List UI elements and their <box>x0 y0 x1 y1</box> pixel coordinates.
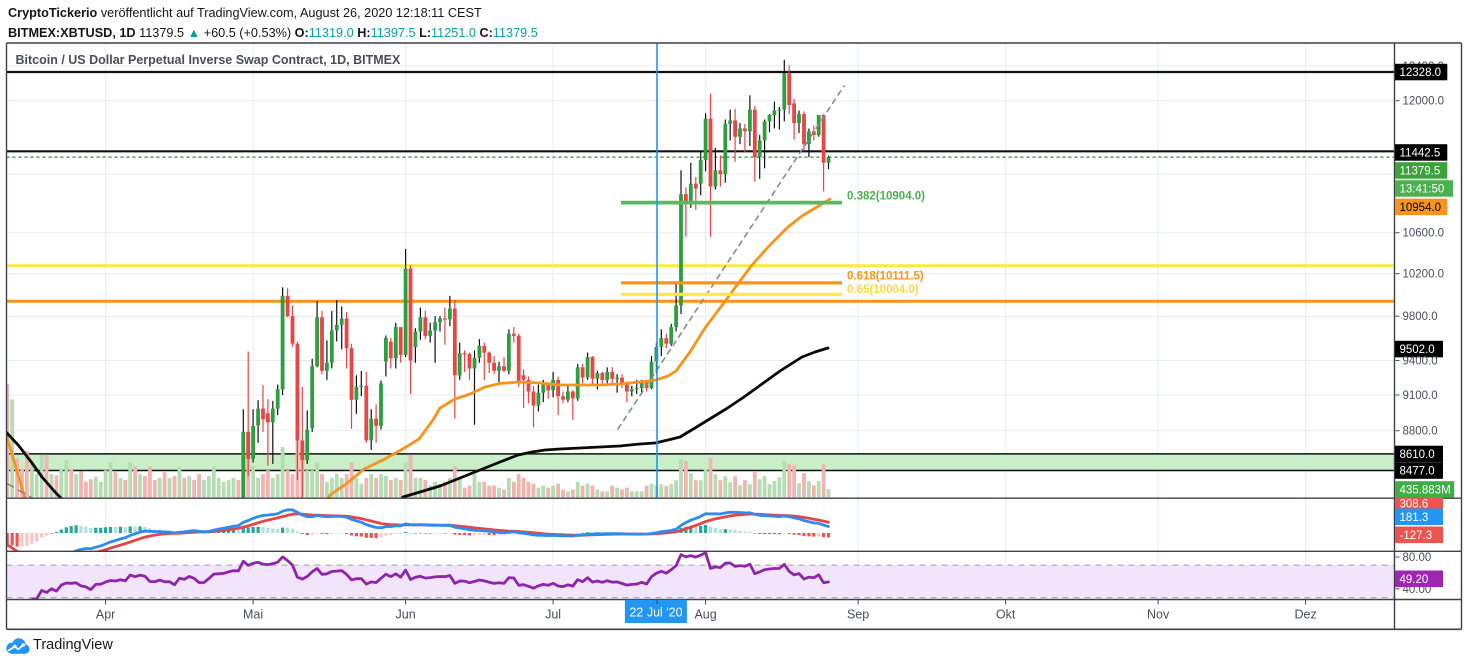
svg-text:0.65(10004.0): 0.65(10004.0) <box>847 284 919 296</box>
svg-text:9800.0: 9800.0 <box>1403 311 1438 323</box>
svg-text:80.00: 80.00 <box>1403 552 1432 564</box>
svg-text:22 Jul '20: 22 Jul '20 <box>629 606 682 620</box>
svg-text:9100.0: 9100.0 <box>1403 390 1438 402</box>
svg-text:-127.3: -127.3 <box>1400 530 1433 542</box>
svg-text:12000.0: 12000.0 <box>1403 96 1445 108</box>
svg-text:13:41:50: 13:41:50 <box>1400 184 1445 196</box>
svg-text:Dez: Dez <box>1294 608 1316 622</box>
svg-text:Sep: Sep <box>847 608 869 622</box>
svg-text:Aug: Aug <box>694 608 716 622</box>
svg-text:10954.0: 10954.0 <box>1400 202 1442 214</box>
svg-text:49.20: 49.20 <box>1400 574 1429 586</box>
svg-text:181.3: 181.3 <box>1400 512 1429 524</box>
svg-text:11442.5: 11442.5 <box>1400 148 1441 160</box>
svg-text:12328.0: 12328.0 <box>1400 67 1442 79</box>
svg-text:10600.0: 10600.0 <box>1403 228 1445 240</box>
svg-text:Nov: Nov <box>1147 608 1170 622</box>
svg-text:9502.0: 9502.0 <box>1400 344 1435 356</box>
svg-text:8477.0: 8477.0 <box>1400 466 1435 478</box>
svg-text:Okt: Okt <box>996 608 1016 622</box>
svg-text:Jun: Jun <box>396 608 416 622</box>
svg-text:435.883M: 435.883M <box>1400 485 1451 497</box>
svg-text:0.618(10111.5): 0.618(10111.5) <box>847 270 924 282</box>
svg-text:Apr: Apr <box>96 608 115 622</box>
svg-text:Bitcoin / US Dollar Perpetual: Bitcoin / US Dollar Perpetual Inverse Sw… <box>16 53 401 67</box>
svg-text:Mai: Mai <box>243 608 263 622</box>
svg-text:8800.0: 8800.0 <box>1403 426 1438 438</box>
svg-text:0.382(10904.0): 0.382(10904.0) <box>847 191 925 203</box>
svg-text:Jul: Jul <box>545 608 561 622</box>
svg-text:308.6: 308.6 <box>1400 499 1429 511</box>
svg-text:10200.0: 10200.0 <box>1403 269 1445 281</box>
svg-text:9400.0: 9400.0 <box>1403 356 1438 368</box>
svg-text:11379.5: 11379.5 <box>1400 166 1441 178</box>
svg-text:8610.0: 8610.0 <box>1400 449 1435 461</box>
